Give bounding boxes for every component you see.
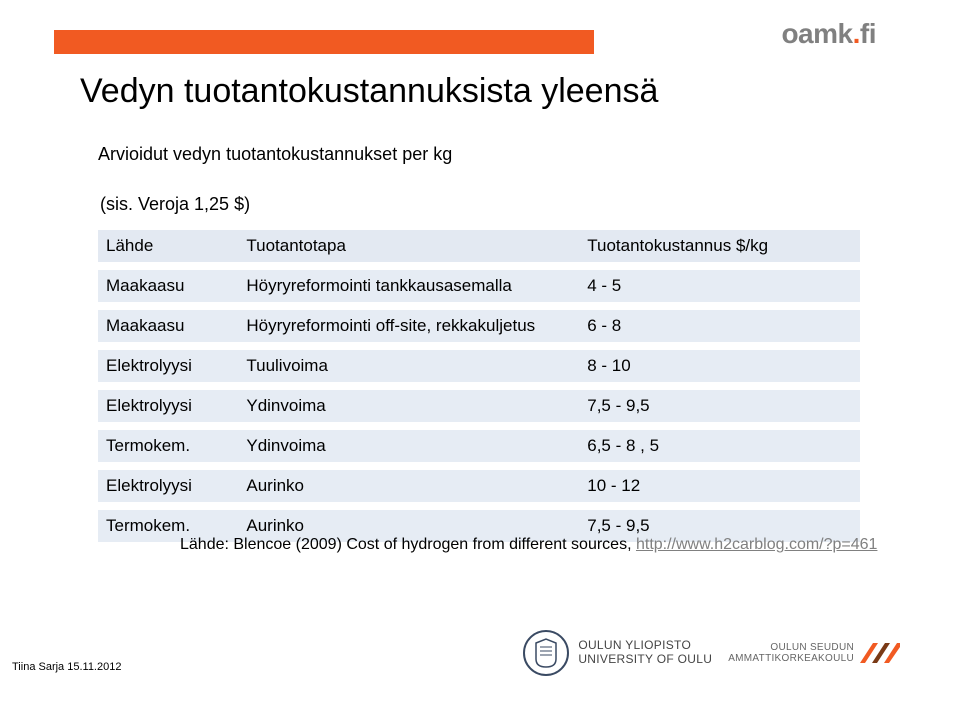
table-header-cell: Tuotantotapa <box>238 230 579 266</box>
source-prefix: Lähde: Blencoe (2009) Cost of hydrogen f… <box>180 536 636 553</box>
table-cell: Aurinko <box>238 466 579 506</box>
table-cell: Maakaasu <box>98 266 238 306</box>
table-cell: Elektrolyysi <box>98 386 238 426</box>
amk-line2: AMMATTIKORKEAKOULU <box>728 653 854 665</box>
table-row: ElektrolyysiAurinko10 - 12 <box>98 466 860 506</box>
table-row: ElektrolyysiTuulivoima8 - 10 <box>98 346 860 386</box>
brand-right: fi <box>860 18 876 49</box>
table-cell: 4 - 5 <box>579 266 860 306</box>
table-cell: Ydinvoima <box>238 426 579 466</box>
cost-table: LähdeTuotantotapaTuotantokustannus $/kgM… <box>98 230 860 550</box>
brand-dot: . <box>853 18 860 49</box>
subtitle: Arvioidut vedyn tuotantokustannukset per… <box>98 144 452 165</box>
table-cell: Höyryreformointi tankkausasemalla <box>238 266 579 306</box>
footer-author: Tiina Sarja 15.11.2012 <box>12 661 121 673</box>
amk-logo: OULUN SEUDUN AMMATTIKORKEAKOULU <box>728 642 900 665</box>
table-cell: Ydinvoima <box>238 386 579 426</box>
accent-bar <box>54 30 594 54</box>
source-citation: Lähde: Blencoe (2009) Cost of hydrogen f… <box>180 536 877 554</box>
table-row: ElektrolyysiYdinvoima7,5 - 9,5 <box>98 386 860 426</box>
table-row: MaakaasuHöyryreformointi tankkausasemall… <box>98 266 860 306</box>
table-header-row: LähdeTuotantotapaTuotantokustannus $/kg <box>98 230 860 266</box>
table-row: Termokem.Ydinvoima6,5 - 8 , 5 <box>98 426 860 466</box>
table-cell: 10 - 12 <box>579 466 860 506</box>
page-title: Vedyn tuotantokustannuksista yleensä <box>80 72 658 111</box>
table-header-cell: Tuotantokustannus $/kg <box>579 230 860 266</box>
source-link[interactable]: http://www.h2carblog.com/?p=461 <box>636 536 877 553</box>
amk-logo-icon <box>860 643 900 663</box>
table-cell: Höyryreformointi off-site, rekkakuljetus <box>238 306 579 346</box>
university-logo-icon <box>522 629 570 677</box>
tax-note: (sis. Veroja 1,25 $) <box>100 194 250 215</box>
uni-line1: OULUN YLIOPISTO <box>578 639 712 653</box>
footer-logos: OULUN YLIOPISTO UNIVERSITY OF OULU OULUN… <box>522 629 900 677</box>
table-row: MaakaasuHöyryreformointi off-site, rekka… <box>98 306 860 346</box>
table-header-cell: Lähde <box>98 230 238 266</box>
table-cell: 8 - 10 <box>579 346 860 386</box>
amk-line1: OULUN SEUDUN <box>728 642 854 654</box>
table-cell: Tuulivoima <box>238 346 579 386</box>
university-logo-text: OULUN YLIOPISTO UNIVERSITY OF OULU <box>578 639 712 667</box>
table-cell: Maakaasu <box>98 306 238 346</box>
brand-left: oamk <box>781 18 852 49</box>
table-cell: Elektrolyysi <box>98 346 238 386</box>
table-cell: 6 - 8 <box>579 306 860 346</box>
table-cell: Elektrolyysi <box>98 466 238 506</box>
amk-logo-text: OULUN SEUDUN AMMATTIKORKEAKOULU <box>728 642 854 665</box>
brand-logo: oamk.fi <box>781 18 876 50</box>
uni-line2: UNIVERSITY OF OULU <box>578 653 712 667</box>
table-cell: 6,5 - 8 , 5 <box>579 426 860 466</box>
table-cell: Termokem. <box>98 426 238 466</box>
table-cell: 7,5 - 9,5 <box>579 386 860 426</box>
